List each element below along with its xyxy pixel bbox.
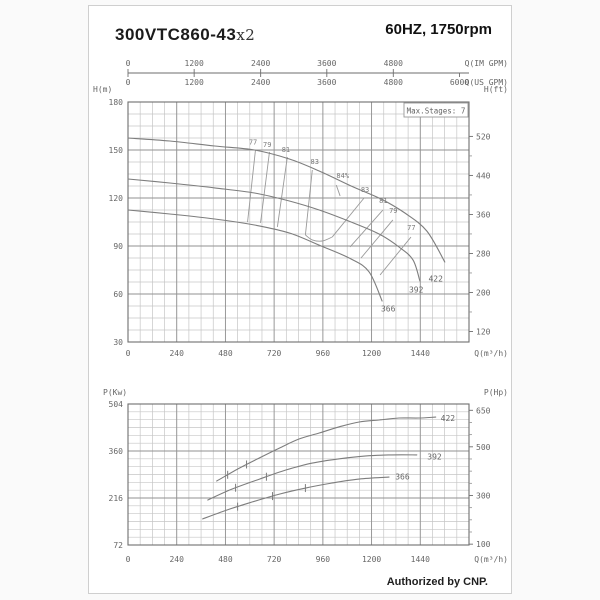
efficiency-loop bbox=[305, 234, 333, 242]
max-stages-label: Max.Stages: 7 bbox=[407, 107, 466, 116]
x-tick-label: 960 bbox=[316, 349, 331, 358]
y2-axis-unit: P(Hp) bbox=[484, 388, 508, 397]
x-tick-label: 240 bbox=[169, 555, 184, 564]
curve-422 bbox=[216, 416, 437, 482]
y2-tick-label: 500 bbox=[476, 443, 491, 452]
gpm-tick-label: 0 bbox=[126, 78, 131, 87]
y-tick-label: 180 bbox=[109, 98, 124, 107]
x-tick-label: 1200 bbox=[362, 555, 381, 564]
efficiency-line bbox=[304, 169, 313, 236]
efficiency-line bbox=[331, 197, 365, 238]
curve-422 bbox=[127, 137, 446, 263]
y2-tick-label: 200 bbox=[476, 288, 491, 297]
x-tick-label: 720 bbox=[267, 555, 282, 564]
y-tick-label: 216 bbox=[109, 494, 124, 503]
power-chart-grid bbox=[127, 403, 470, 546]
efficiency-label: 81 bbox=[282, 146, 290, 154]
y-tick-label: 150 bbox=[109, 146, 124, 155]
x-tick-label: 1440 bbox=[411, 555, 430, 564]
y-tick-label: 504 bbox=[109, 400, 124, 409]
y-tick-label: 60 bbox=[113, 290, 123, 299]
x-tick-label: 720 bbox=[267, 349, 282, 358]
head-chart: 30 60 90 120 150 180 H(m) 120 200 280 360 440 520 H(f… bbox=[93, 59, 508, 358]
gpm-tick-label: 4800 bbox=[384, 59, 403, 68]
curve-label-422: 422 bbox=[428, 274, 443, 283]
curve-label-392: 392 bbox=[427, 452, 442, 461]
efficiency-label: 83 bbox=[311, 158, 319, 166]
y-tick-label: 360 bbox=[109, 447, 124, 456]
gpm-axis-unit: Q(US GPM) bbox=[465, 78, 508, 87]
efficiency-label: 81 bbox=[379, 197, 387, 205]
y2-tick-label: 360 bbox=[476, 210, 491, 219]
gpm-tick-label: 1200 bbox=[185, 59, 204, 68]
y-tick-label: 30 bbox=[113, 338, 123, 347]
gpm-tick-label: 3600 bbox=[317, 59, 336, 68]
curve-label-366: 366 bbox=[395, 472, 410, 481]
y-tick-label: 120 bbox=[109, 194, 124, 203]
y-tick-label: 90 bbox=[113, 242, 123, 251]
head-chart-frame bbox=[127, 101, 470, 343]
y-axis-unit: H(m) bbox=[93, 85, 112, 94]
x-tick-label: 0 bbox=[126, 555, 131, 564]
curve-label-366: 366 bbox=[381, 305, 396, 314]
curve-label-422: 422 bbox=[441, 414, 456, 423]
max-stages-box bbox=[403, 102, 469, 118]
y2-tick-label: 100 bbox=[476, 540, 491, 549]
efficiency-label: 79 bbox=[389, 207, 397, 215]
power-chart: 72 216 360 504 P(Kw) 100 300 500 650 P(Hp) 0 240 480… bbox=[103, 388, 508, 564]
y2-tick-label: 650 bbox=[476, 406, 491, 415]
bep-tick bbox=[335, 184, 341, 197]
curve-392 bbox=[127, 178, 421, 282]
bep-label: 84% bbox=[336, 172, 349, 180]
efficiency-line bbox=[260, 151, 270, 224]
gpm-tick-label: 2400 bbox=[251, 59, 270, 68]
gpm-tick-label: 3600 bbox=[317, 78, 336, 87]
efficiency-line bbox=[360, 219, 394, 259]
pump-model-title: 300VTC860-43x2 bbox=[115, 25, 255, 45]
gpm-tick-label: 2400 bbox=[251, 78, 270, 87]
x-tick-label: 480 bbox=[218, 555, 233, 564]
gpm-tick-label: 1200 bbox=[185, 78, 204, 87]
x-axis-unit: Q(m³/h) bbox=[474, 555, 508, 564]
y-tick-label: 72 bbox=[113, 541, 123, 550]
x-tick-label: 480 bbox=[218, 349, 233, 358]
x-tick-label: 960 bbox=[316, 555, 331, 564]
y2-tick-label: 300 bbox=[476, 491, 491, 500]
x-tick-label: 0 bbox=[126, 349, 131, 358]
curve-392 bbox=[207, 454, 418, 501]
y2-tick-label: 120 bbox=[476, 327, 491, 336]
power-chart-frame bbox=[127, 403, 470, 546]
gpm-tick-label: 0 bbox=[126, 59, 131, 68]
curve-366 bbox=[202, 476, 390, 520]
y2-tick-label: 280 bbox=[476, 249, 491, 258]
x-tick-label: 1200 bbox=[362, 349, 381, 358]
frequency-speed-label: 60HZ, 1750rpm bbox=[385, 21, 492, 38]
curve-label-392: 392 bbox=[409, 286, 424, 295]
efficiency-line bbox=[379, 236, 412, 276]
pump-model-suffix: x2 bbox=[236, 26, 256, 44]
curve-366 bbox=[127, 209, 383, 302]
y-axis-unit: P(Kw) bbox=[103, 388, 127, 397]
efficiency-label: 83 bbox=[361, 186, 369, 194]
efficiency-line bbox=[276, 156, 288, 228]
gpm-axis-unit: Q(IM GPM) bbox=[465, 59, 508, 68]
y2-tick-label: 440 bbox=[476, 171, 491, 180]
efficiency-line bbox=[247, 149, 256, 223]
gpm-tick-label: 6000 bbox=[450, 78, 469, 87]
efficiency-label: 77 bbox=[407, 224, 415, 232]
x-tick-label: 1440 bbox=[411, 349, 430, 358]
gpm-tick-label: 4800 bbox=[384, 78, 403, 87]
x-tick-label: 240 bbox=[169, 349, 184, 358]
x-axis-unit: Q(m³/h) bbox=[474, 349, 508, 358]
efficiency-label: 77 bbox=[249, 138, 257, 146]
pump-model-main: 300VTC860-43 bbox=[115, 25, 237, 44]
gpm-axes: 0 1200 2400 3600 4800 Q(IM GPM) 0 1200 2400 3600 4… bbox=[126, 59, 508, 87]
efficiency-label: 79 bbox=[263, 141, 271, 149]
y2-axis-unit: H(ft) bbox=[484, 85, 508, 94]
authorized-note: Authorized by CNP. bbox=[386, 576, 488, 588]
y2-tick-label: 520 bbox=[476, 132, 491, 141]
